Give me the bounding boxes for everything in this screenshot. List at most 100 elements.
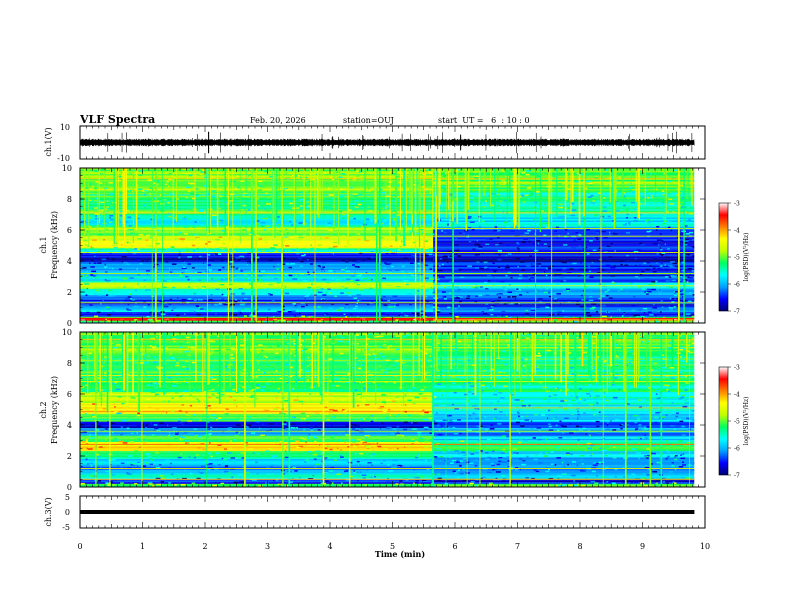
spectrogram-speckle <box>512 452 516 454</box>
spectrogram-speckle <box>637 286 641 288</box>
spectrogram-speckle <box>665 285 669 288</box>
spectrogram-speckle <box>81 220 86 223</box>
spectrogram-speckle <box>520 400 524 402</box>
spectrogram-speckle <box>638 309 642 311</box>
spectrogram-speckle <box>395 335 401 337</box>
spectrogram-speckle <box>249 352 251 354</box>
spectrogram-speckle <box>479 286 483 288</box>
pre-band-row <box>80 335 434 337</box>
spectrogram-speckle <box>381 369 385 371</box>
spectrogram-speckle <box>390 245 393 247</box>
spectrogram-speckle <box>543 435 547 438</box>
spectrogram-speckle <box>663 172 665 175</box>
spectrogram-speckle <box>418 392 424 395</box>
spectrogram-speckle <box>386 399 391 401</box>
spectrogram-speckle <box>299 312 301 315</box>
spectrogram-speckle <box>570 203 575 205</box>
spectrogram-speckle <box>139 481 141 484</box>
spectrogram-speckle <box>468 190 473 192</box>
spectrogram-speckle <box>268 216 272 218</box>
spectrogram-speckle <box>234 301 238 303</box>
spectrogram-speckle <box>563 279 566 282</box>
spectrogram-speckle <box>251 173 257 175</box>
spectrogram-speckle <box>639 214 643 216</box>
spectrogram-speckle <box>668 180 672 183</box>
spectrogram-speckle <box>577 416 580 418</box>
spectrogram-speckle <box>555 172 557 174</box>
spectrogram-speckle <box>633 220 638 222</box>
spectrogram-speckle <box>567 198 572 200</box>
spectrogram-speckle <box>200 224 204 226</box>
post-band-row <box>433 284 695 286</box>
spectrogram-speckle <box>606 245 611 247</box>
spectrogram-speckle <box>499 222 502 224</box>
spectrogram-speckle <box>292 303 296 305</box>
spectrogram-speckle <box>218 236 223 238</box>
spectrogram-speckle <box>305 370 310 372</box>
spectrogram-speckle <box>283 188 288 190</box>
spectrogram-speckle <box>197 400 200 403</box>
spectrogram-speckle <box>630 361 635 364</box>
post-band-row <box>433 387 695 390</box>
spectrogram-speckle <box>380 312 385 315</box>
spectrogram-speckle <box>548 395 551 398</box>
spectrogram-speckle <box>222 294 228 297</box>
spectrogram-speckle <box>121 480 124 483</box>
spectrogram-speckle <box>144 218 149 220</box>
spectrogram-speckle <box>179 346 183 348</box>
spectrogram-speckle <box>673 318 677 320</box>
spectrogram-speckle <box>619 335 621 337</box>
spectrogram-speckle <box>570 214 576 217</box>
spectrogram-speckle <box>521 403 526 406</box>
spectrogram-speckle <box>401 174 404 177</box>
pre-band-row <box>80 381 434 384</box>
post-band-row <box>433 296 695 299</box>
spectrogram-speckle <box>424 441 429 443</box>
spectrogram-speckle <box>608 202 611 205</box>
spectrogram-speckle <box>589 184 593 186</box>
spectrogram-speckle <box>500 452 505 454</box>
spectrogram-speckle <box>222 290 226 293</box>
spectrogram-speckle <box>352 428 356 430</box>
spectrogram-speckle <box>620 427 623 430</box>
spectrogram-speckle <box>97 233 103 236</box>
spectrogram-speckle <box>288 266 293 269</box>
spectrogram-speckle <box>203 262 205 264</box>
spectrogram-speckle <box>193 233 196 236</box>
spectrogram-speckle <box>182 218 187 220</box>
spectrogram-speckle <box>520 365 523 367</box>
spectrogram-speckle <box>403 233 408 235</box>
spectrogram-speckle <box>91 270 96 273</box>
spectrogram-speckle <box>316 463 320 466</box>
spectrogram-speckle <box>385 381 388 384</box>
spectrogram-speckle <box>501 293 503 296</box>
spectrogram-speckle <box>657 267 661 270</box>
spectrogram-speckle <box>537 242 539 245</box>
spectrogram-speckle <box>274 332 277 334</box>
spectrogram-speckle <box>606 168 610 171</box>
spectrogram-speckle <box>458 469 460 471</box>
spectrogram-speckle <box>373 278 376 280</box>
spectrogram-speckle <box>508 284 512 286</box>
spectrogram-speckle <box>504 268 510 270</box>
spectrogram-speckle <box>475 417 480 420</box>
spectrogram-speckle <box>235 391 239 393</box>
spectrogram-speckle <box>562 261 567 264</box>
spectrogram-speckle <box>91 234 96 237</box>
spectrogram-speckle <box>80 336 83 338</box>
post-band-row <box>433 471 695 473</box>
spectrogram-speckle <box>691 315 696 318</box>
spectrogram-speckle <box>207 421 210 423</box>
spectrogram-speckle <box>597 250 599 252</box>
spectrogram-speckle <box>588 299 594 302</box>
spectrogram-speckle <box>196 234 199 236</box>
spectrogram-speckle <box>662 210 666 212</box>
spectrogram-speckle <box>287 420 290 422</box>
spectrogram-speckle <box>81 359 85 361</box>
spectrogram-speckle <box>338 439 343 441</box>
spectrogram-speckle <box>465 224 470 226</box>
spectrogram-speckle <box>372 381 376 384</box>
spectrogram-speckle <box>563 244 568 246</box>
spectrogram-speckle <box>82 267 87 269</box>
spectrogram-speckle <box>249 283 253 285</box>
